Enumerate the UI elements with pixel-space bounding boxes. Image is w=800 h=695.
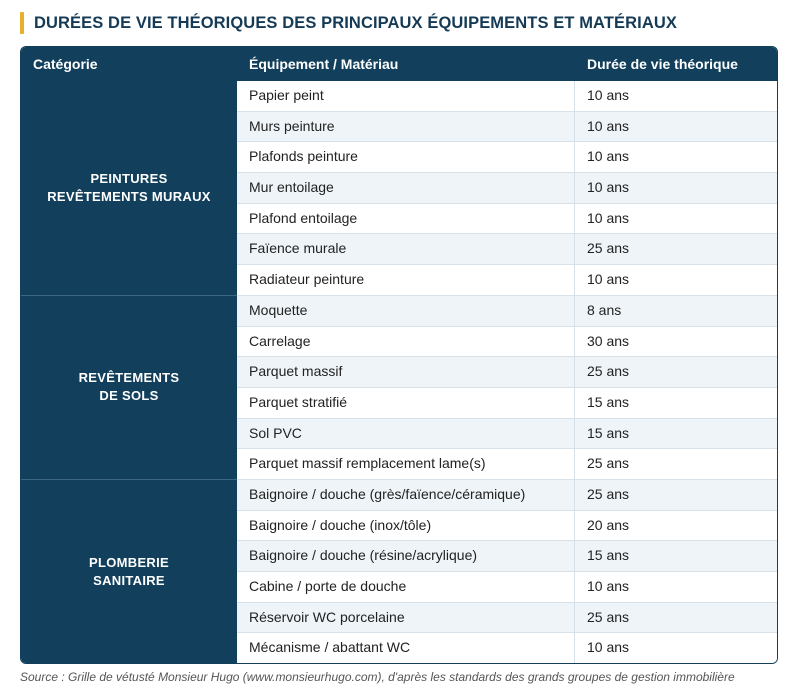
equipment-cell: Parquet stratifié bbox=[237, 387, 575, 418]
table-row: Baignoire / douche (résine/acrylique) 15 … bbox=[237, 541, 777, 572]
duration-cell: 25 ans bbox=[587, 485, 630, 502]
title-block: DURÉES DE VIE THÉORIQUES DES PRINCIPAUX … bbox=[20, 12, 677, 34]
table-row: Baignoire / douche (inox/tôle) 20 ans bbox=[237, 510, 777, 542]
duration-cell: 25 ans bbox=[587, 455, 630, 472]
duration-cell: 8 ans bbox=[587, 301, 622, 318]
duration-cell: 15 ans bbox=[587, 393, 630, 410]
equipment-cell: Baignoire / douche (résine/acrylique) bbox=[237, 541, 575, 571]
equipment-cell: Sol PVC bbox=[237, 418, 575, 449]
equipment-cell: Moquette bbox=[237, 295, 575, 326]
equipment-cell: Papier peint bbox=[237, 81, 575, 111]
equipment-cell: Carrelage bbox=[237, 326, 575, 357]
table-row: Murs peinture 10 ans bbox=[237, 111, 777, 143]
header-equipment: Équipement / Matériau bbox=[249, 56, 399, 72]
equipment-cell: Plafonds peinture bbox=[237, 142, 575, 173]
equipment-cell: Radiateur peinture bbox=[237, 265, 575, 295]
duration-cell: 25 ans bbox=[587, 363, 630, 380]
equipment-cell: Plafond entoilage bbox=[237, 203, 575, 234]
duration-cell: 10 ans bbox=[587, 578, 630, 594]
category-line-1: PEINTURES bbox=[90, 170, 168, 186]
equipment-cell: Parquet massif bbox=[237, 357, 575, 387]
table-row: Parquet stratifié 15 ans bbox=[237, 387, 777, 419]
table-row: Faïence murale 25 ans bbox=[237, 234, 777, 266]
duration-cell: 20 ans bbox=[587, 516, 630, 533]
equipment-cell: Baignoire / douche (inox/tôle) bbox=[237, 510, 575, 541]
duration-cell: 10 ans bbox=[587, 639, 630, 656]
equipment-cell: Murs peinture bbox=[237, 111, 575, 142]
category-line-2: REVÊTEMENTS MURAUX bbox=[47, 188, 211, 204]
duration-cell: 15 ans bbox=[587, 547, 630, 564]
header-duration: Durée de vie théorique bbox=[587, 56, 738, 72]
table-row: Papier peint 10 ans bbox=[237, 81, 777, 112]
duration-cell: 10 ans bbox=[587, 117, 630, 134]
table-row: Mécanisme / abattant WC 10 ans bbox=[237, 633, 777, 663]
equipment-cell: Mécanisme / abattant WC bbox=[237, 633, 575, 663]
duration-cell: 25 ans bbox=[587, 608, 630, 625]
table-body: Papier peint 10 ans Murs peinture 10 ans Pla… bbox=[237, 81, 777, 663]
category-cell: PLOMBERIE SANITAIRE bbox=[21, 480, 237, 663]
equipment-cell: Réservoir WC porcelaine bbox=[237, 602, 575, 633]
duration-cell: 10 ans bbox=[587, 179, 630, 196]
category-line-1: PLOMBERIE bbox=[89, 555, 169, 571]
category-line-2: DE SOLS bbox=[99, 388, 159, 404]
table-row: Moquette 8 ans bbox=[237, 295, 777, 327]
page-title: DURÉES DE VIE THÉORIQUES DES PRINCIPAUX … bbox=[34, 13, 677, 32]
table-row: Carrelage 30 ans bbox=[237, 326, 777, 358]
table-row: Radiateur peinture 10 ans bbox=[237, 265, 777, 296]
table-row: Sol PVC 15 ans bbox=[237, 418, 777, 450]
duration-cell: 30 ans bbox=[587, 332, 630, 349]
category-line-1: REVÊTEMENTS bbox=[78, 370, 180, 386]
category-cell: PEINTURES REVÊTEMENTS MURAUX bbox=[21, 81, 237, 296]
duration-cell: 10 ans bbox=[587, 271, 630, 288]
table-row: Parquet massif remplacement lame(s) 25 an… bbox=[237, 449, 777, 480]
table-row: Parquet massif 25 ans bbox=[237, 357, 777, 388]
category-line-2: SANITAIRE bbox=[93, 573, 165, 589]
equipment-cell: Baignoire / douche (grès/faïence/céramiq… bbox=[237, 479, 575, 510]
header-category: Catégorie bbox=[33, 56, 98, 72]
duration-cell: 10 ans bbox=[587, 87, 630, 103]
table-row: Réservoir WC porcelaine 25 ans bbox=[237, 602, 777, 634]
duration-cell: 10 ans bbox=[587, 148, 630, 165]
equipment-cell: Cabine / porte de douche bbox=[237, 572, 575, 602]
table-row: Plafonds peinture 10 ans bbox=[237, 142, 777, 174]
table-row: Cabine / porte de douche 10 ans bbox=[237, 572, 777, 603]
category-cell: REVÊTEMENTS DE SOLS bbox=[21, 295, 237, 481]
lifespan-table: Catégorie Équipement / Matériau Durée de… bbox=[20, 46, 778, 664]
source-note: Source : Grille de vétusté Monsieur Hugo… bbox=[20, 670, 735, 684]
equipment-cell: Faïence murale bbox=[237, 234, 575, 265]
duration-cell: 15 ans bbox=[587, 424, 630, 441]
equipment-cell: Parquet massif remplacement lame(s) bbox=[237, 449, 575, 479]
table-row: Mur entoilage 10 ans bbox=[237, 173, 777, 204]
table-row: Plafond entoilage 10 ans bbox=[237, 203, 777, 235]
equipment-cell: Mur entoilage bbox=[237, 173, 575, 203]
duration-cell: 25 ans bbox=[587, 240, 630, 257]
title-accent-bar bbox=[20, 12, 24, 34]
duration-cell: 10 ans bbox=[587, 209, 630, 226]
table-row: Baignoire / douche (grès/faïence/céramiq… bbox=[237, 479, 777, 511]
table-header: Catégorie Équipement / Matériau Durée de… bbox=[21, 47, 777, 81]
